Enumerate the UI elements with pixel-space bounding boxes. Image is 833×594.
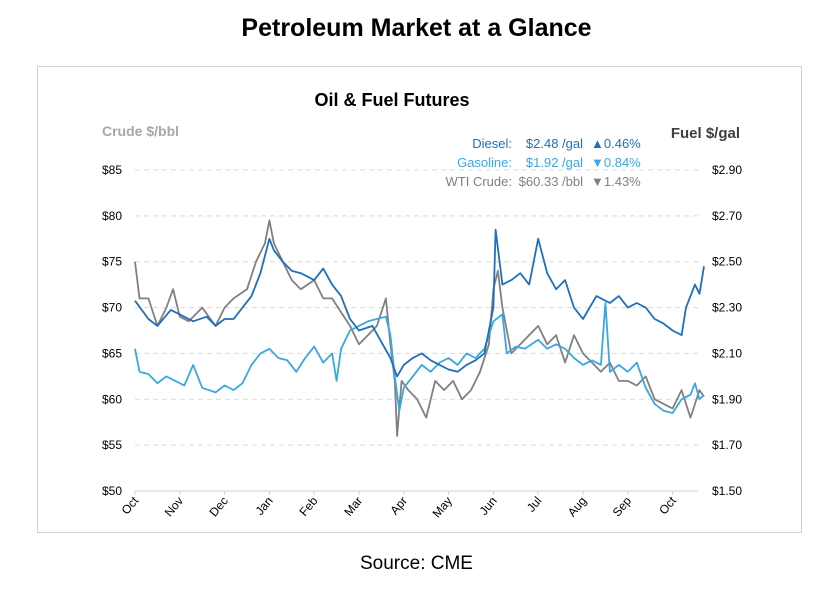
right-tick-label: $1.70 <box>712 438 742 452</box>
right-axis-label: Fuel $/gal <box>671 125 740 142</box>
left-tick-label: $80 <box>102 209 122 223</box>
legend-price: $1.92 /gal <box>526 155 583 170</box>
right-tick-label: $2.70 <box>712 209 742 223</box>
left-tick-label: $85 <box>102 163 122 177</box>
right-tick-label: $2.10 <box>712 346 742 360</box>
right-tick-label: $2.30 <box>712 301 742 315</box>
x-tick-label: Mar <box>341 494 365 519</box>
legend-change: ▼1.43% <box>591 174 641 189</box>
x-tick-label: Jun <box>477 494 500 518</box>
legend-name: Gasoline: <box>457 155 512 170</box>
x-tick-label: Jan <box>253 494 276 518</box>
left-tick-label: $60 <box>102 392 122 406</box>
right-tick-label: $2.90 <box>712 163 742 177</box>
legend-name: Diesel: <box>472 136 512 151</box>
series-line-diesel <box>134 228 705 378</box>
legend-name: WTI Crude: <box>446 174 512 189</box>
left-tick-label: $75 <box>102 255 122 269</box>
legend-price: $2.48 /gal <box>526 136 583 151</box>
x-tick-label: Oct <box>656 493 679 517</box>
left-tick-label: $55 <box>102 438 122 452</box>
right-tick-label: $2.50 <box>712 255 742 269</box>
x-tick-label: Sep <box>610 494 635 520</box>
chart-title: Oil & Fuel Futures <box>314 90 469 110</box>
x-tick-label: May <box>430 494 455 520</box>
right-tick-label: $1.90 <box>712 392 742 406</box>
chart-frame <box>37 66 802 533</box>
page-title: Petroleum Market at a Glance <box>241 14 592 42</box>
x-tick-label: Feb <box>296 494 320 519</box>
right-tick-label: $1.50 <box>712 484 742 498</box>
x-tick-label: Oct <box>119 493 142 517</box>
x-tick-label: Aug <box>565 494 589 519</box>
left-tick-label: $70 <box>102 301 122 315</box>
series-line-gasoline <box>134 302 705 414</box>
x-tick-label: Dec <box>206 494 230 519</box>
series-line-wti-crude <box>134 219 705 437</box>
legend-change: ▼0.84% <box>591 155 641 170</box>
x-tick-label: Apr <box>387 494 410 517</box>
legend-price: $60.33 /bbl <box>519 174 583 189</box>
left-tick-label: $65 <box>102 346 122 360</box>
x-tick-label: Jul <box>524 494 545 515</box>
left-axis-label: Crude $/bbl <box>102 123 179 139</box>
left-tick-label: $50 <box>102 484 122 498</box>
x-tick-label: Nov <box>162 494 186 519</box>
source-note: Source: CME <box>360 553 473 574</box>
legend-change: ▲0.46% <box>591 136 641 151</box>
